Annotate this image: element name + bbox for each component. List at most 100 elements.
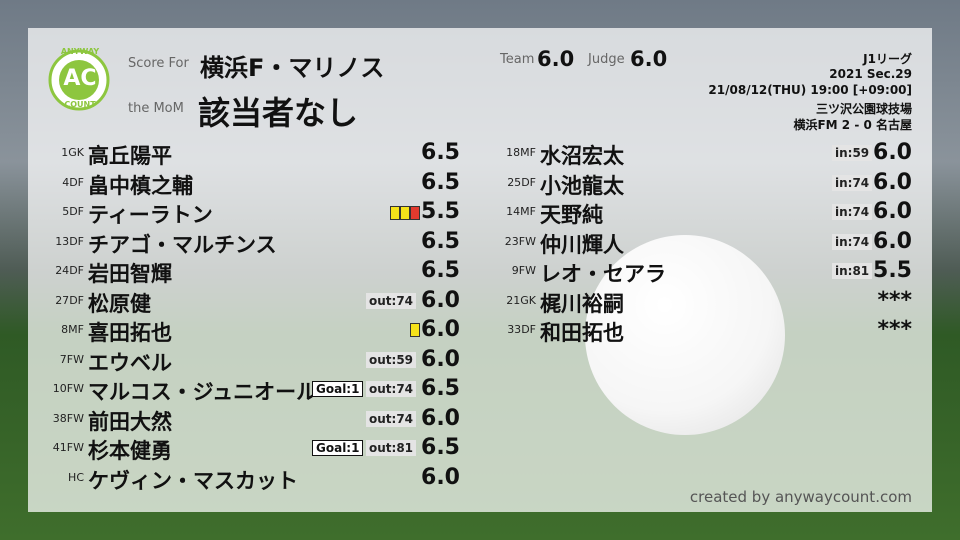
player-position: FW	[66, 382, 84, 395]
player-number-position: 9FW	[476, 264, 536, 277]
player-score: 6.5	[421, 435, 460, 460]
team-label: Team	[500, 52, 535, 67]
player-name: 水沼宏太	[540, 144, 624, 168]
player-position: DF	[69, 205, 84, 218]
player-number-position: HC	[24, 471, 84, 484]
player-number: 10	[52, 382, 67, 395]
player-number: 14	[506, 205, 521, 218]
player-number-position: 18MF	[476, 146, 536, 159]
team-score: 6.0	[537, 47, 575, 71]
player-name: 仲川輝人	[540, 232, 624, 257]
player-number-position: 33DF	[476, 323, 536, 336]
player-name: 松原健	[88, 291, 151, 316]
logo-bottom: COUNT	[64, 100, 96, 109]
judge-score: 6.0	[630, 47, 668, 71]
player-score: 6.0	[421, 346, 460, 372]
player-name: 天野純	[540, 203, 603, 227]
player-name: レオ・セアラ	[540, 262, 666, 286]
player-score: 6.5	[421, 140, 460, 165]
player-name: ティーラトン	[88, 203, 213, 227]
player-number-position: 25DF	[476, 176, 536, 189]
score-for-label: Score For	[128, 56, 189, 71]
player-score: 6.5	[421, 258, 460, 283]
goal-badge: Goal:1	[312, 440, 364, 456]
logo-main: AC	[63, 66, 97, 91]
player-score: 6.0	[421, 405, 460, 431]
substitution: out:74	[366, 381, 417, 397]
player-name: 畠中槙之輔	[88, 173, 193, 198]
player-number-position: 8MF	[24, 323, 84, 336]
judge-label: Judge	[588, 52, 625, 67]
player-score: 5.5	[873, 258, 912, 283]
player-number: 41	[52, 441, 67, 454]
player-position: DF	[69, 175, 84, 189]
yellow-card	[400, 206, 410, 220]
player-number: 27	[55, 293, 70, 307]
player-name: 前田大然	[88, 409, 172, 434]
player-score: 6.5	[421, 376, 460, 401]
player-name: 梶川裕嗣	[540, 291, 624, 316]
player-name: ケヴィン・マスカット	[88, 468, 298, 493]
player-score: ***	[877, 287, 912, 313]
player-position: FW	[66, 411, 84, 425]
red-card	[410, 206, 420, 220]
player-number: 5	[62, 205, 70, 218]
goal-badge: Goal:1	[312, 381, 364, 397]
player-position: FW	[66, 352, 84, 366]
logo-top: ANYWAY	[60, 47, 100, 56]
player-position: GK	[520, 293, 536, 307]
player-number-position: 23FW	[476, 235, 536, 248]
player-score: 6.0	[873, 228, 912, 254]
player-number: 23	[504, 234, 519, 248]
player-number: 18	[506, 146, 521, 159]
player-name: 喜田拓也	[88, 321, 172, 345]
substitution: out:59	[366, 351, 417, 368]
substitution: in:74	[832, 174, 873, 191]
player-name: マルコス・ジュニオール	[88, 380, 318, 404]
match-info: 三ツ沢公園球技場	[815, 101, 912, 116]
player-number-position: 27DF	[24, 294, 84, 307]
player-number-position: 14MF	[476, 205, 536, 218]
player-score: 6.0	[873, 199, 912, 224]
player-position: MF	[68, 323, 84, 336]
player-score: 6.5	[421, 228, 460, 254]
player-name: チアゴ・マルチンス	[88, 232, 277, 257]
player-number-position: 21GK	[476, 294, 536, 307]
player-number-position: 1GK	[24, 146, 84, 159]
logo	[48, 49, 110, 111]
player-position: FW	[518, 264, 536, 277]
mom: 該当者なし	[198, 94, 359, 132]
player-name: 岩田智輝	[88, 262, 172, 286]
panel	[28, 28, 932, 512]
player-position: DF	[521, 323, 536, 336]
player-number-position: 13DF	[24, 235, 84, 248]
player-position: GK	[68, 146, 84, 159]
player-position: FW	[518, 234, 536, 248]
player-score: 6.0	[873, 169, 912, 195]
player-number-position: 41FW	[24, 441, 84, 454]
match-info: 2021 Sec.29	[829, 66, 912, 81]
substitution: in:81	[832, 263, 873, 279]
player-score: 6.0	[421, 317, 460, 342]
player-position: MF	[520, 146, 536, 159]
substitution: out:74	[366, 292, 417, 309]
player-position: DF	[69, 264, 84, 277]
player-number: 13	[55, 234, 70, 248]
player-number: 1	[61, 146, 69, 159]
team-name: 横浜F・マリノス	[200, 54, 385, 82]
player-number: 38	[52, 411, 67, 425]
mom-label: the MoM	[128, 101, 184, 116]
match-info: 横浜FM 2 - 0 名古屋	[793, 118, 912, 132]
yellow-card	[410, 323, 420, 337]
player-position: MF	[520, 205, 536, 218]
substitution: out:74	[366, 410, 417, 427]
player-position: HC	[68, 470, 84, 484]
player-number: 4	[62, 175, 70, 189]
player-name: 杉本健勇	[88, 439, 172, 463]
player-number-position: 10FW	[24, 382, 84, 395]
substitution: in:59	[832, 145, 873, 161]
player-number-position: 5DF	[24, 205, 84, 218]
substitution: in:74	[832, 233, 873, 250]
player-number: 25	[507, 175, 522, 189]
